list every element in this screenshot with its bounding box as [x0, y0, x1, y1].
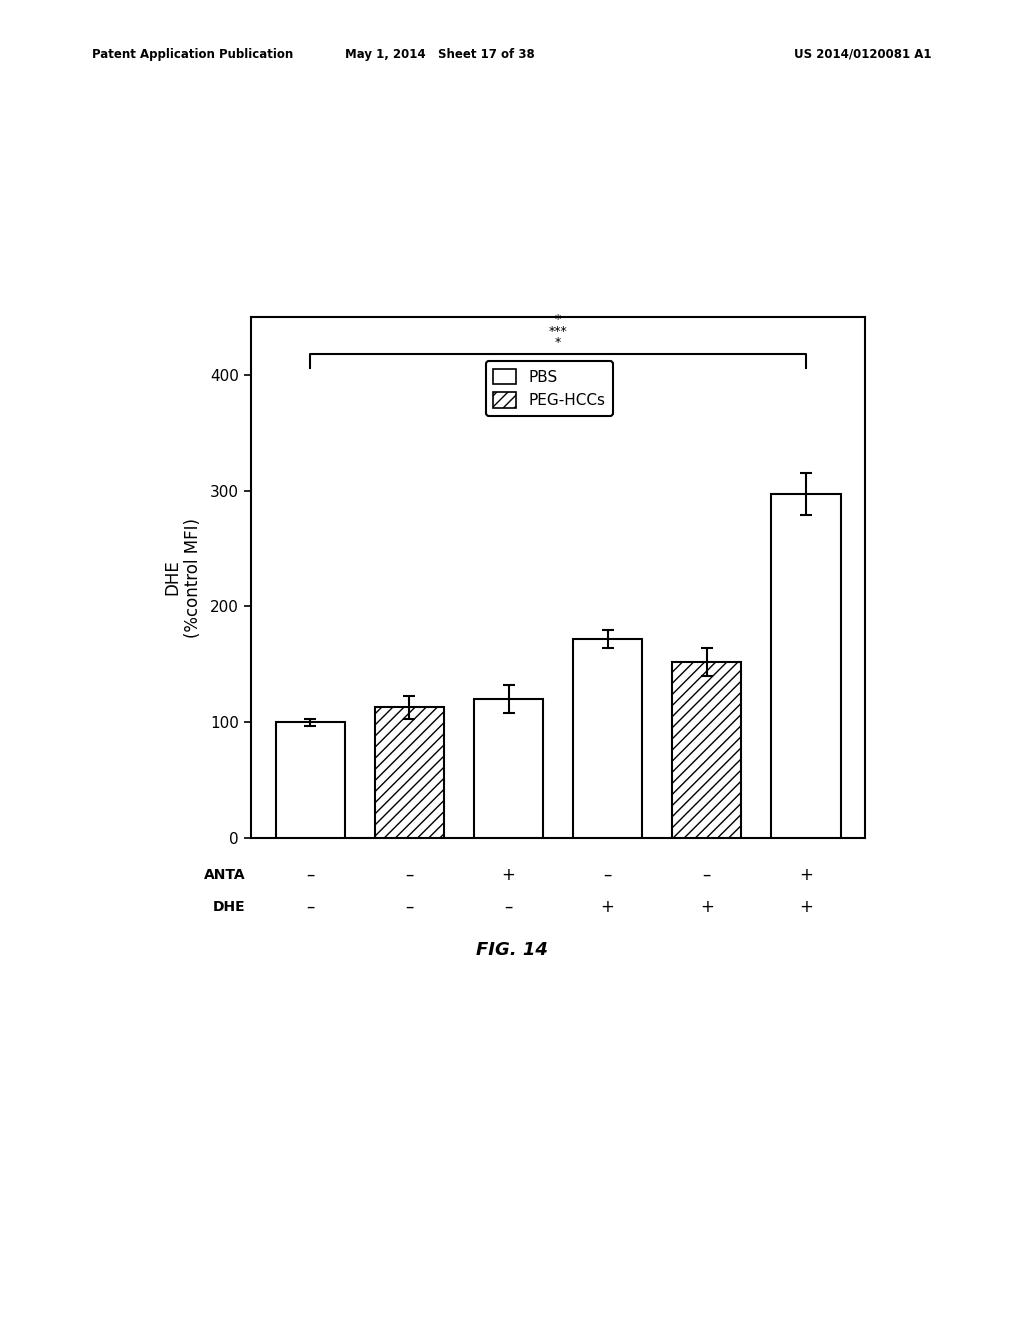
Text: FIG. 14: FIG. 14 [476, 941, 548, 960]
Text: *
***
*: * *** * [549, 313, 567, 350]
Bar [573, 639, 642, 838]
Text: +: + [799, 866, 813, 884]
Text: ANTA: ANTA [204, 869, 246, 882]
Text: +: + [502, 866, 515, 884]
Text: –: – [505, 898, 513, 916]
Text: –: – [406, 866, 414, 884]
Bar [672, 663, 741, 838]
Text: –: – [306, 898, 314, 916]
Text: –: – [702, 866, 711, 884]
Text: +: + [699, 898, 714, 916]
Text: –: – [306, 866, 314, 884]
Text: +: + [799, 898, 813, 916]
Legend: PBS, PEG-HCCs: PBS, PEG-HCCs [485, 360, 613, 416]
Text: DHE: DHE [213, 900, 246, 913]
Text: +: + [601, 898, 614, 916]
Bar [474, 700, 543, 838]
Text: –: – [406, 898, 414, 916]
Text: –: – [603, 866, 611, 884]
Text: US 2014/0120081 A1: US 2014/0120081 A1 [795, 48, 932, 61]
Text: May 1, 2014   Sheet 17 of 38: May 1, 2014 Sheet 17 of 38 [345, 48, 536, 61]
Text: Patent Application Publication: Patent Application Publication [92, 48, 294, 61]
Bar [771, 494, 841, 838]
Bar [275, 722, 345, 838]
Y-axis label: DHE
(%control MFI): DHE (%control MFI) [163, 517, 202, 638]
Bar [375, 708, 444, 838]
